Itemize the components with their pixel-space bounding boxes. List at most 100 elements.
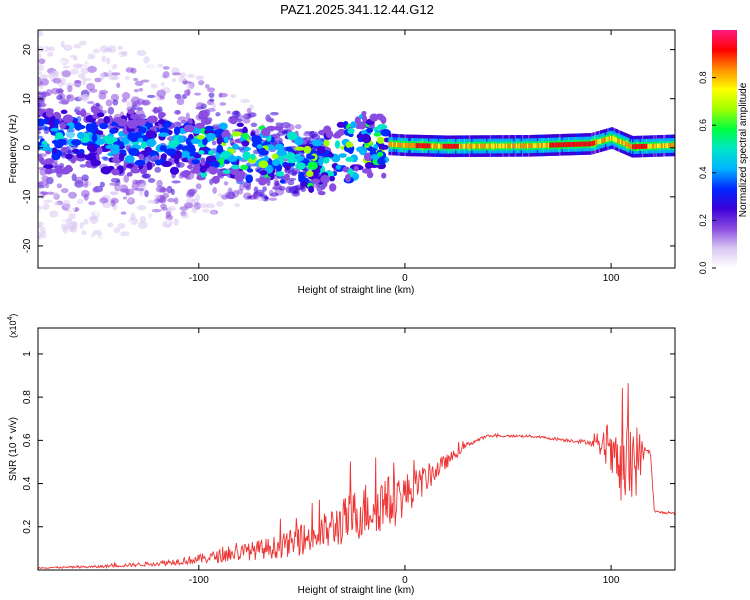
spectrogram-band xyxy=(580,141,583,147)
spectrogram-cell xyxy=(103,116,110,124)
spectrogram-cell xyxy=(86,38,93,45)
spectrogram-band xyxy=(390,142,393,147)
spectrogram-cell xyxy=(211,140,217,146)
snr-plot-area xyxy=(38,328,675,570)
spectrogram-cell xyxy=(156,89,167,98)
spectrogram-cell xyxy=(181,94,187,100)
spectrogram-cell xyxy=(77,131,85,140)
spectrogram-cell xyxy=(71,148,81,154)
spectrogram-cell xyxy=(221,194,229,200)
snr-xtick-label: -100 xyxy=(189,575,209,586)
spectrogram-cell xyxy=(187,164,193,170)
colorbar-tick-label: 0.6 xyxy=(698,119,708,132)
spectrogram-band xyxy=(549,142,552,148)
spectrogram-cell xyxy=(107,69,113,77)
spectrogram-cell xyxy=(57,60,68,65)
spectrogram-band xyxy=(576,141,579,147)
spectrogram-cell xyxy=(45,250,55,257)
spectrogram-cell xyxy=(369,113,379,122)
spectrogram-band xyxy=(449,143,452,149)
spectrogram-cell xyxy=(300,181,308,187)
spectrogram-cell xyxy=(42,258,49,266)
spectrogram-band xyxy=(571,141,574,147)
spectrogram-cell xyxy=(43,164,54,169)
spectrogram-cell xyxy=(294,124,302,130)
spectrogram-band xyxy=(535,143,538,149)
spectrogram-band xyxy=(430,143,433,149)
spectrogram-band xyxy=(484,143,487,149)
spectrogram-cell xyxy=(146,138,157,147)
spectrogram-cell xyxy=(98,92,107,100)
spectrogram-cell xyxy=(63,52,68,60)
spectrogram-cell xyxy=(58,99,69,105)
spectrogram-cell xyxy=(52,236,61,240)
spectrogram-band xyxy=(582,141,585,147)
spectrogram-cell xyxy=(134,80,144,86)
spectrogram-cell xyxy=(215,151,221,161)
spectrogram-band xyxy=(630,143,633,149)
spectrogram-band xyxy=(519,143,522,149)
spectrogram-band xyxy=(586,141,589,147)
spectrogram-cell xyxy=(216,200,224,207)
spectrogram-cell xyxy=(154,166,162,173)
spectrogram-cell xyxy=(250,153,256,160)
spectrogram-cell xyxy=(53,192,59,199)
spectrogram-band xyxy=(492,143,495,149)
spectrogram-cell xyxy=(223,136,229,144)
spectrogram-band xyxy=(524,143,527,149)
spectrogram-band xyxy=(578,141,581,147)
spectrogram-cell xyxy=(65,130,75,139)
spectrogram-band xyxy=(481,143,484,149)
spectrogram-cell xyxy=(117,45,123,51)
spectrogram-cell xyxy=(366,127,374,134)
spectrogram-band xyxy=(515,143,518,149)
spectrogram-cell xyxy=(158,132,170,137)
spectrogram-cell xyxy=(350,121,357,129)
spectrogram-cell xyxy=(362,114,368,123)
spectrogram-cell xyxy=(147,59,157,68)
spectrogram-cell xyxy=(38,30,44,37)
spectrogram-cell xyxy=(63,242,68,251)
spectrogram-cell xyxy=(109,128,117,135)
spectrogram-band xyxy=(447,143,450,149)
spectrogram-cell xyxy=(55,18,64,24)
spectrogram-cell xyxy=(229,117,238,125)
spectrogram-cell xyxy=(55,132,63,138)
snr-ytick-label: 0.2 xyxy=(22,519,33,533)
spectrogram-cell xyxy=(120,231,130,237)
spectrogram-cell xyxy=(55,24,63,29)
spectrogram-band xyxy=(609,135,612,141)
spectrogram-cell xyxy=(34,17,42,24)
spectrogram-cell xyxy=(307,161,318,170)
spectrogram-cell xyxy=(181,80,192,85)
spectrogram-cell xyxy=(140,168,148,175)
spectrogram-cell xyxy=(94,77,102,83)
spectrogram-cell xyxy=(62,199,71,208)
spectrogram-band xyxy=(559,142,562,148)
spectrogram-cell xyxy=(68,212,76,220)
spectrogram-cell xyxy=(95,102,100,107)
spectrogram-band xyxy=(637,144,640,150)
spectrogram-cell xyxy=(87,31,97,39)
spectrogram-band xyxy=(437,143,440,149)
spectrogram-cell xyxy=(171,213,177,220)
spectrogram-band xyxy=(597,139,600,145)
spectrogram-cell xyxy=(270,111,279,116)
spectrogram-band xyxy=(649,143,652,149)
spectrogram-cell xyxy=(173,218,179,226)
spectrogram-cell xyxy=(65,217,73,226)
spectrogram-cell xyxy=(50,115,56,122)
spectrogram-band xyxy=(624,141,627,147)
spectrogram-band xyxy=(620,139,623,145)
spectrogram-cell xyxy=(60,146,69,152)
spectrogram-band xyxy=(544,142,547,148)
spectrogram-cell xyxy=(107,106,115,115)
spectrogram-cell xyxy=(99,45,110,53)
spectrogram-cell xyxy=(171,78,177,83)
spectrogram-cell xyxy=(88,144,98,153)
spectrogram-cell xyxy=(88,201,96,206)
spectrogram-cell xyxy=(71,139,82,146)
spectrogram-cell xyxy=(92,187,100,193)
spectrogram-cell xyxy=(61,223,69,230)
spectrogram-cell xyxy=(95,130,104,136)
